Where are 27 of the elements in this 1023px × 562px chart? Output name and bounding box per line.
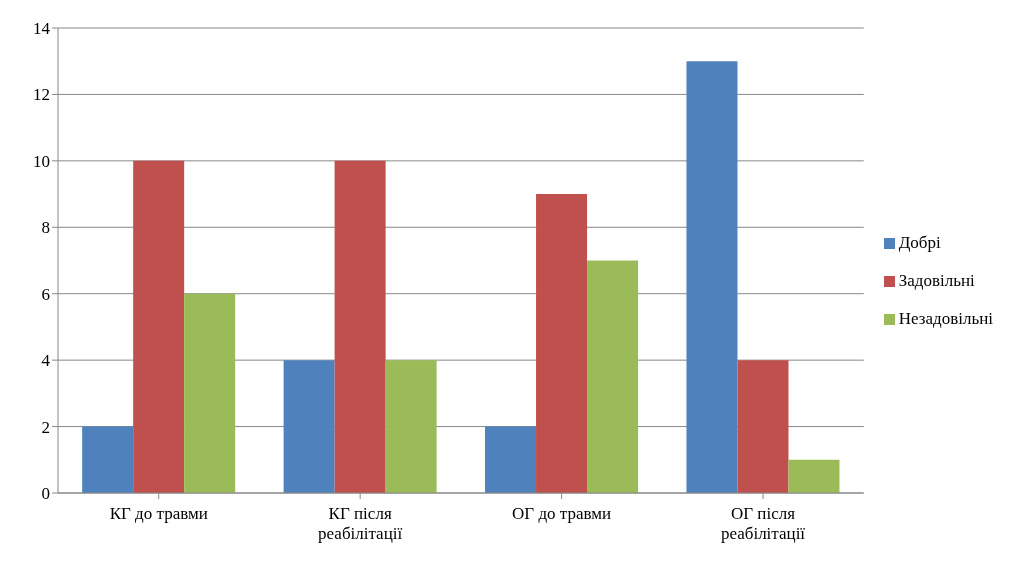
y-tick-label: 8 (41, 218, 50, 238)
x-tick-label: ОГ після реабілітації (720, 504, 806, 543)
bar (788, 459, 840, 493)
legend-label: Незадовільні (898, 308, 993, 328)
x-tick-label: ОГ до травми (512, 504, 612, 523)
bar (686, 61, 738, 493)
bar (133, 160, 185, 493)
x-tick-label: КГ до травми (109, 504, 208, 523)
bar (536, 194, 588, 493)
bar (485, 426, 537, 493)
bar (587, 260, 639, 493)
y-tick-label: 6 (41, 284, 50, 304)
y-tick-label: 14 (33, 19, 51, 39)
bar (334, 160, 386, 493)
y-tick-label: 12 (33, 85, 50, 105)
bar (184, 293, 236, 493)
y-tick-label: 0 (41, 484, 50, 504)
bar (82, 426, 134, 493)
y-tick-label: 4 (41, 351, 51, 371)
bar (385, 360, 437, 493)
y-tick-label: 2 (41, 417, 50, 437)
legend-label: Задовільні (898, 270, 975, 290)
y-tick-label: 10 (33, 151, 50, 171)
x-tick-label: КГ після реабілітації (318, 504, 403, 543)
bar (283, 360, 335, 493)
legend-label: Добрі (898, 232, 941, 252)
bar (737, 360, 789, 493)
